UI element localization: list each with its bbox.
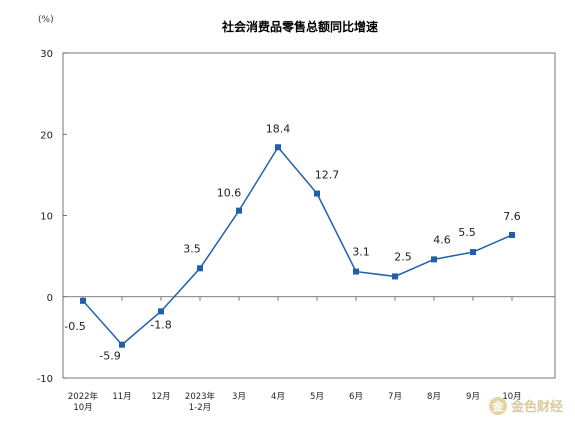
data-label: 12.7 (315, 169, 340, 182)
data-point-marker (470, 249, 476, 256)
x-tick-label: 2022年 (68, 391, 99, 402)
data-point-marker (236, 207, 242, 214)
data-label: -5.9 (99, 350, 120, 363)
watermark: 金 金色财经 (488, 396, 563, 415)
y-tick-label: 30 (40, 49, 53, 60)
x-tick-label: 12月 (151, 392, 170, 402)
x-tick-label: 4月 (271, 392, 285, 402)
data-point-marker (392, 273, 398, 280)
x-tick-label: 3月 (232, 392, 246, 402)
data-label: -0.5 (64, 320, 85, 333)
data-label: 3.5 (183, 242, 201, 255)
plot-frame (62, 52, 556, 379)
x-tick-label: 1-2月 (189, 403, 211, 413)
data-labels: -0.5 -5.9 -1.8 3.5 10.6 18.4 12.7 3.1 2.5 4.6 5.5 7… (64, 122, 520, 362)
watermark-logo-icon: 金 (488, 396, 507, 415)
data-label: 3.1 (352, 246, 370, 259)
data-point-marker (80, 297, 86, 304)
x-tick-label: 10月 (73, 403, 92, 413)
data-label: 10.6 (217, 187, 242, 200)
data-point-marker (119, 341, 125, 348)
data-label: 18.4 (266, 122, 291, 135)
y-tick-label: 10 (40, 212, 53, 223)
data-point-marker (197, 265, 203, 272)
data-point-marker (353, 268, 359, 275)
chart-title: 社会消费品零售总额同比增速 (221, 19, 378, 34)
y-axis-ticks: 30 20 10 0 -10 (37, 49, 67, 385)
y-tick-label: 20 (40, 130, 53, 141)
plot-border (62, 52, 556, 379)
data-label: 2.5 (394, 250, 412, 263)
x-tick-label: 8月 (427, 392, 441, 402)
x-tick-label: 6月 (349, 392, 363, 402)
data-point-marker (431, 256, 437, 263)
data-point-marker (509, 232, 515, 238)
y-tick-label: -10 (37, 374, 53, 385)
watermark-text: 金色财经 (510, 400, 563, 415)
data-label: 4.6 (433, 233, 451, 246)
data-point-marker (314, 190, 320, 197)
data-point-marker (275, 144, 281, 151)
series-line (80, 144, 515, 348)
data-label: -1.8 (150, 318, 171, 331)
x-tick-label: 11月 (112, 392, 131, 402)
x-tick-label: 7月 (388, 392, 402, 402)
data-point-marker (158, 308, 164, 315)
y-axis-unit: (%) (38, 15, 54, 25)
x-tick-label: 5月 (310, 392, 324, 402)
x-tick-label: 10月 (502, 392, 521, 402)
series-path (82, 145, 513, 346)
data-label: 5.5 (458, 226, 476, 239)
data-label: 7.6 (503, 210, 521, 223)
y-tick-label: 0 (47, 293, 53, 304)
x-tick-label: 9月 (466, 392, 480, 402)
x-tick-label: 2023年 (185, 391, 216, 402)
